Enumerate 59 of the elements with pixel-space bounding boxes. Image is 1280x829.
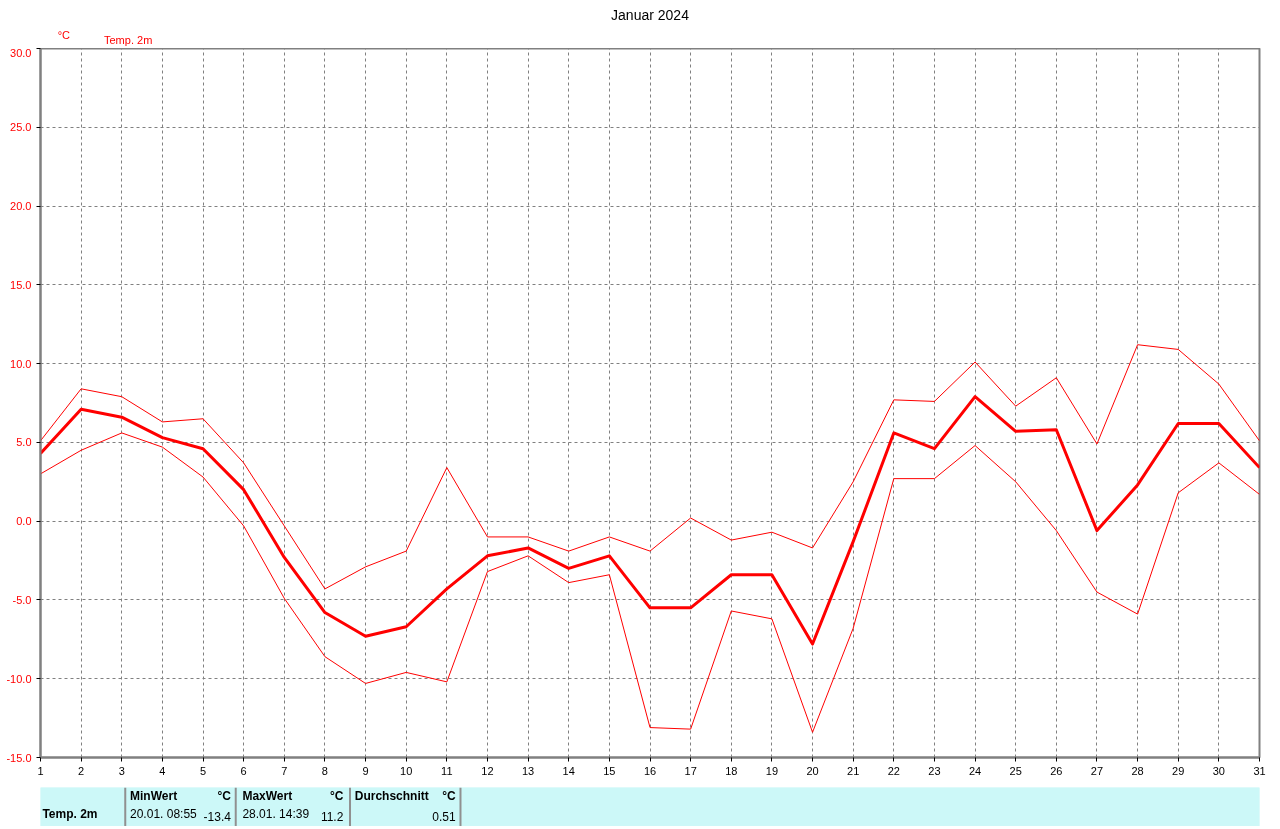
chart-title: Januar 2024 bbox=[611, 6, 690, 23]
text: 11.2 bbox=[320, 809, 344, 824]
line-series bbox=[40, 344, 1260, 590]
x-tick-label: 21 bbox=[847, 764, 860, 777]
text: Temp. 2m bbox=[42, 806, 98, 821]
x-tick-label: 15 bbox=[603, 764, 616, 777]
x-tick-label: 20 bbox=[806, 764, 819, 777]
x-tick-label: 17 bbox=[684, 764, 697, 777]
x-tick-label: 31 bbox=[1253, 764, 1266, 777]
x-tick-label: 4 bbox=[159, 764, 166, 777]
y-tick-label: 20.0 bbox=[10, 200, 32, 213]
x-tick-label: 10 bbox=[400, 764, 413, 777]
x-tick-label: 30 bbox=[1212, 764, 1225, 777]
x-tick-label: 3 bbox=[118, 764, 125, 777]
text: -13.4 bbox=[203, 809, 232, 824]
x-tick-label: 1 bbox=[37, 764, 44, 777]
x-tick-label: 22 bbox=[887, 764, 900, 777]
text: 0.51 bbox=[432, 809, 457, 824]
x-tick-label: 8 bbox=[321, 764, 328, 777]
y-tick-label: 0.0 bbox=[16, 515, 32, 528]
y-tick-label: 25.0 bbox=[10, 121, 32, 134]
x-tick-label: 11 bbox=[441, 764, 453, 777]
x-tick-label: 19 bbox=[765, 764, 779, 777]
x-tick-label: 7 bbox=[281, 764, 288, 777]
text: Temp. 2m bbox=[104, 34, 153, 46]
x-tick-label: 26 bbox=[1050, 764, 1063, 777]
x-tick-label: 25 bbox=[1009, 764, 1022, 777]
x-tick-label: 14 bbox=[562, 764, 575, 777]
x-tick-label: 12 bbox=[481, 764, 494, 777]
y-tick-label: 30.0 bbox=[10, 46, 32, 59]
text: 28.01. 14:39 bbox=[242, 806, 310, 821]
y-tick-label: 15.0 bbox=[10, 278, 32, 291]
x-tick-label: 18 bbox=[725, 764, 738, 777]
x-tick-label: 9 bbox=[362, 764, 369, 777]
text: °C bbox=[329, 788, 344, 803]
y-tick-label: 10.0 bbox=[10, 357, 32, 370]
x-tick-label: 16 bbox=[643, 764, 657, 777]
line-series bbox=[40, 432, 1260, 733]
text: °C bbox=[217, 788, 232, 803]
x-tick-label: 6 bbox=[240, 764, 247, 777]
x-tick-label: 13 bbox=[521, 764, 535, 777]
text: MinWert bbox=[130, 788, 178, 803]
x-tick-label: 28 bbox=[1131, 764, 1144, 777]
x-tick-label: 23 bbox=[928, 764, 941, 777]
x-tick-label: 2 bbox=[78, 764, 85, 777]
x-tick-label: 29 bbox=[1172, 764, 1185, 777]
x-tick-label: 27 bbox=[1090, 764, 1104, 777]
y-tick-label: 5.0 bbox=[16, 436, 32, 449]
y-tick-label: -5.0 bbox=[12, 593, 32, 606]
y-axis-title: °C bbox=[57, 28, 71, 41]
text: °C bbox=[442, 788, 457, 803]
x-tick-label: 5 bbox=[199, 764, 207, 777]
y-tick-label: -10.0 bbox=[6, 672, 32, 685]
text: Durchschnitt bbox=[354, 788, 429, 803]
text: 20.01. 08:55 bbox=[130, 806, 198, 821]
text: MaxWert bbox=[242, 788, 293, 803]
x-tick-label: 24 bbox=[968, 764, 982, 777]
line-series bbox=[40, 395, 1260, 646]
y-tick-label: -15.0 bbox=[6, 751, 32, 764]
